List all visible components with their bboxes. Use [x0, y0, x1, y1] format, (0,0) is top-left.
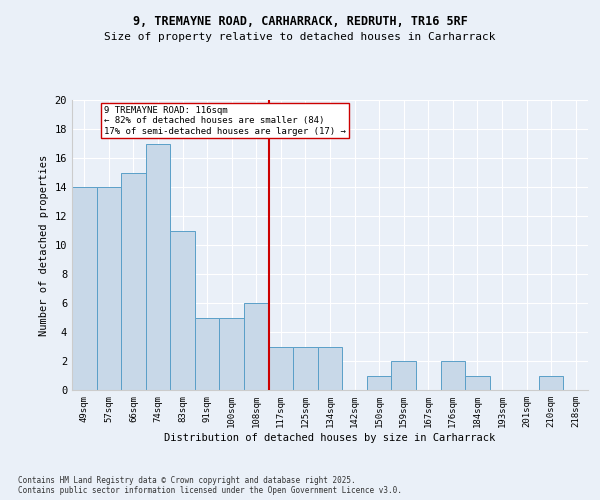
Bar [72, 187, 97, 390]
Text: Size of property relative to detached houses in Carharrack: Size of property relative to detached ho… [104, 32, 496, 42]
X-axis label: Distribution of detached houses by size in Carharrack: Distribution of detached houses by size … [164, 432, 496, 442]
Bar [121, 172, 146, 390]
Bar [367, 376, 391, 390]
Bar [391, 361, 416, 390]
Y-axis label: Number of detached properties: Number of detached properties [39, 154, 49, 336]
Bar [440, 361, 465, 390]
Bar [293, 346, 318, 390]
Bar [195, 318, 220, 390]
Bar [269, 346, 293, 390]
Bar [220, 318, 244, 390]
Bar [244, 303, 269, 390]
Bar [318, 346, 342, 390]
Text: 9, TREMAYNE ROAD, CARHARRACK, REDRUTH, TR16 5RF: 9, TREMAYNE ROAD, CARHARRACK, REDRUTH, T… [133, 15, 467, 28]
Bar [465, 376, 490, 390]
Bar [97, 187, 121, 390]
Text: 9 TREMAYNE ROAD: 116sqm
← 82% of detached houses are smaller (84)
17% of semi-de: 9 TREMAYNE ROAD: 116sqm ← 82% of detache… [104, 106, 346, 136]
Bar [146, 144, 170, 390]
Bar [170, 230, 195, 390]
Bar [539, 376, 563, 390]
Text: Contains HM Land Registry data © Crown copyright and database right 2025.
Contai: Contains HM Land Registry data © Crown c… [18, 476, 402, 495]
